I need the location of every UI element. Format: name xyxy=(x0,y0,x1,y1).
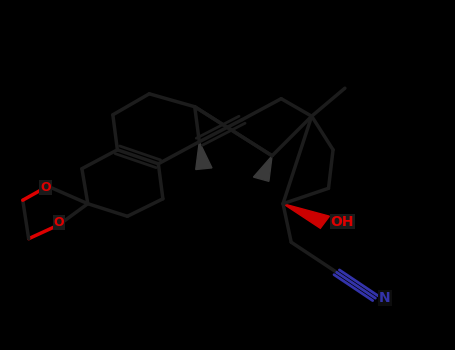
Polygon shape xyxy=(196,142,212,169)
Polygon shape xyxy=(283,204,329,228)
Text: O: O xyxy=(54,216,65,230)
Text: OH: OH xyxy=(330,215,354,229)
Text: O: O xyxy=(40,181,51,195)
Text: N: N xyxy=(379,291,391,305)
Polygon shape xyxy=(253,156,272,181)
